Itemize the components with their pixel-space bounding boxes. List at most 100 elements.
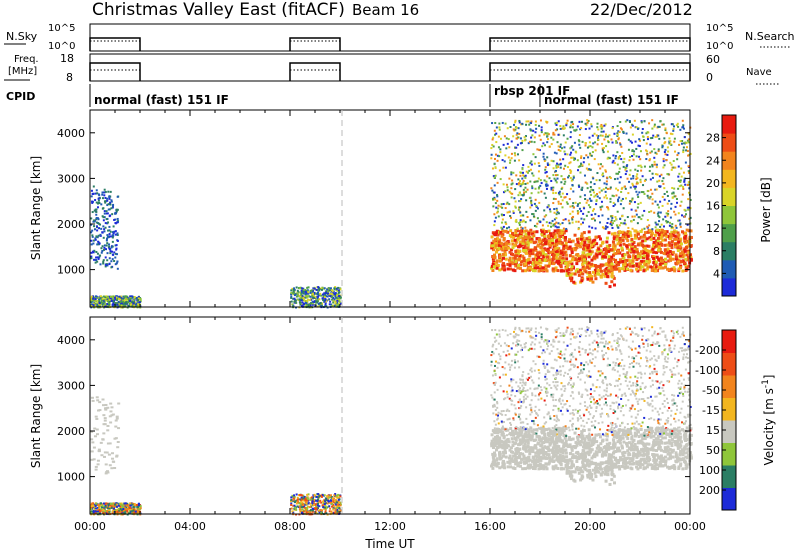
power-return (576, 270, 580, 274)
power-return (629, 268, 633, 272)
power-return (514, 146, 517, 149)
power-return (532, 174, 535, 177)
power-return (334, 292, 337, 295)
power-return (596, 126, 599, 129)
power-return (620, 128, 623, 131)
velocity-return (333, 494, 336, 497)
power-return (684, 141, 687, 144)
power-return (526, 240, 530, 244)
power-return (630, 200, 633, 203)
power-return (490, 157, 493, 160)
power-return (617, 263, 621, 267)
power-return (510, 187, 513, 190)
power-return (589, 152, 592, 155)
power-return (662, 123, 665, 126)
power-return (493, 196, 496, 199)
velocity-return (318, 511, 321, 514)
power-return (97, 199, 100, 202)
power-return (333, 294, 336, 297)
power-return (103, 191, 106, 194)
power-return (573, 129, 576, 132)
power-return (334, 286, 337, 289)
power-return (96, 217, 99, 220)
power-return (657, 211, 660, 214)
power-return (604, 135, 607, 138)
power-return (571, 255, 575, 259)
power-return (561, 256, 565, 260)
power-return (605, 186, 608, 189)
power-return (661, 145, 664, 148)
power-return (563, 146, 566, 149)
colorbar-segment (722, 187, 736, 206)
power-return (575, 268, 579, 272)
power-return (625, 165, 628, 168)
power-return (517, 263, 521, 267)
power-return (103, 244, 106, 247)
velocity-return (336, 501, 339, 504)
power-return (290, 300, 293, 303)
power-return (657, 232, 661, 236)
power-return (572, 148, 575, 151)
power-return (621, 230, 625, 234)
power-return (93, 228, 96, 231)
power-return (668, 142, 671, 145)
power-return (519, 185, 522, 188)
power-return (676, 154, 679, 157)
power-return (606, 274, 610, 278)
power-return (636, 269, 640, 273)
power-return (552, 224, 555, 227)
power-return (111, 295, 114, 298)
power-return (625, 259, 629, 263)
power-return (629, 244, 633, 248)
velocity-return (632, 452, 636, 456)
power-return (118, 295, 121, 298)
power-return (102, 259, 105, 262)
power-return (580, 210, 583, 213)
velocity-return (102, 507, 105, 510)
power-return (687, 243, 691, 247)
velocity-return (311, 501, 314, 504)
power-return (581, 164, 584, 167)
power-return (684, 246, 688, 250)
power-return (555, 207, 558, 210)
velocity-return (302, 510, 305, 513)
date-label: 22/Dec/2012 (590, 0, 693, 19)
power-return (681, 126, 684, 129)
power-return (323, 299, 326, 302)
power-return (292, 297, 295, 300)
power-return (608, 285, 612, 289)
power-return (115, 208, 118, 211)
power-return (688, 171, 691, 174)
power-return (530, 204, 533, 207)
power-return (501, 227, 504, 230)
power-return (93, 219, 96, 222)
power-return (678, 172, 681, 175)
power-return (582, 231, 586, 235)
power-return (616, 151, 619, 154)
power-return (508, 211, 511, 214)
velocity-return (305, 500, 308, 503)
power-return (601, 147, 604, 150)
velocity-return (495, 446, 499, 450)
velocity-return (523, 439, 527, 443)
power-return (608, 157, 611, 160)
power-return (632, 218, 635, 221)
power-return (535, 204, 538, 207)
power-return (320, 305, 323, 308)
power-return (495, 266, 499, 270)
power-return (601, 173, 604, 176)
power-return (105, 218, 108, 221)
power-return (577, 169, 580, 172)
power-return (537, 170, 540, 173)
power-return (555, 174, 558, 177)
power-return (537, 220, 540, 223)
power-return (538, 240, 542, 244)
power-return (639, 158, 642, 161)
power-return (562, 125, 565, 128)
power-return (554, 246, 558, 250)
beam-label: Beam 16 (352, 1, 419, 19)
power-return (645, 259, 649, 263)
power-return (510, 152, 513, 155)
power-return (634, 256, 638, 260)
velocity-return (104, 510, 107, 513)
